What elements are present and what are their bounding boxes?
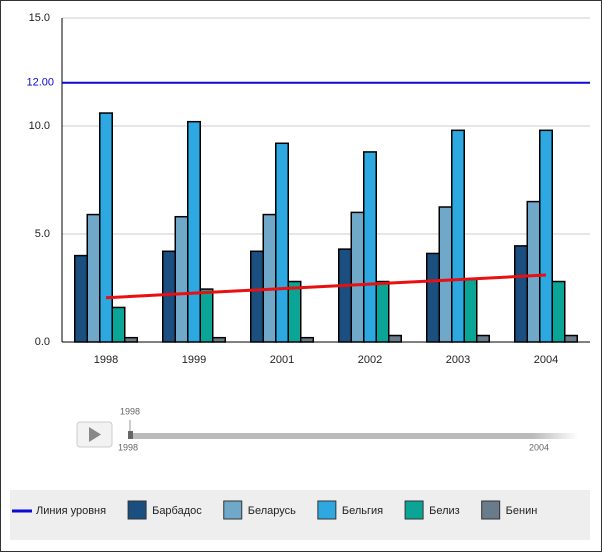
bar bbox=[111, 306, 126, 343]
legend-label: Бельгия bbox=[342, 505, 383, 517]
legend-swatch bbox=[127, 500, 147, 520]
bar bbox=[250, 250, 264, 343]
bar bbox=[162, 250, 176, 343]
play-icon bbox=[89, 427, 101, 442]
legend-swatch bbox=[317, 500, 337, 520]
y-tick-label: 5.0 bbox=[35, 228, 50, 240]
legend-label: Линия уровня bbox=[36, 505, 106, 517]
bar bbox=[438, 206, 453, 343]
bar bbox=[187, 120, 201, 343]
trend-line bbox=[105, 273, 547, 300]
bar bbox=[99, 112, 113, 343]
bar bbox=[463, 278, 478, 343]
bar bbox=[514, 245, 528, 343]
bar bbox=[363, 151, 377, 343]
bar bbox=[476, 334, 490, 343]
bar bbox=[174, 215, 189, 343]
bar bbox=[262, 213, 277, 343]
bar bbox=[564, 334, 578, 343]
bar bbox=[275, 142, 289, 343]
bar bbox=[526, 200, 541, 343]
x-tick-label: 2003 bbox=[446, 354, 470, 366]
y-tick-label: 15.0 bbox=[29, 12, 50, 24]
reference-label: 12.00 bbox=[26, 77, 54, 89]
legend-label: Барбадос bbox=[152, 505, 202, 517]
bar bbox=[451, 129, 465, 343]
bar bbox=[388, 334, 402, 343]
x-tick-label: 1999 bbox=[182, 354, 206, 366]
bar bbox=[338, 248, 352, 343]
legend-swatch bbox=[481, 500, 501, 520]
x-tick-label: 2001 bbox=[270, 354, 294, 366]
bar bbox=[350, 211, 365, 343]
bar bbox=[539, 129, 553, 343]
legend-swatch bbox=[223, 500, 243, 520]
y-tick-label: 10.0 bbox=[29, 120, 50, 132]
bar bbox=[86, 213, 101, 343]
legend-label: Беларусь bbox=[248, 505, 296, 517]
timeline-start: 1998 bbox=[118, 442, 138, 452]
y-tick-label: 0.0 bbox=[35, 336, 50, 348]
timeline-track[interactable] bbox=[128, 433, 578, 439]
legend-label: Бенин bbox=[506, 505, 538, 517]
timeline-end: 2004 bbox=[529, 442, 549, 452]
bar bbox=[212, 336, 226, 343]
bar bbox=[199, 288, 214, 343]
bar bbox=[551, 280, 566, 343]
timeline-current: 1998 bbox=[120, 406, 140, 416]
legend-swatch bbox=[404, 500, 424, 520]
bar bbox=[375, 280, 390, 343]
bar bbox=[287, 280, 302, 343]
bar bbox=[74, 254, 88, 343]
x-tick-label: 2002 bbox=[358, 354, 382, 366]
timeline-thumb[interactable] bbox=[128, 431, 133, 439]
x-tick-label: 1998 bbox=[94, 354, 118, 366]
x-tick-label: 2004 bbox=[534, 354, 558, 366]
bar bbox=[426, 252, 440, 343]
bar bbox=[124, 336, 138, 343]
bar bbox=[300, 336, 314, 343]
legend-label: Белиз bbox=[429, 505, 460, 517]
